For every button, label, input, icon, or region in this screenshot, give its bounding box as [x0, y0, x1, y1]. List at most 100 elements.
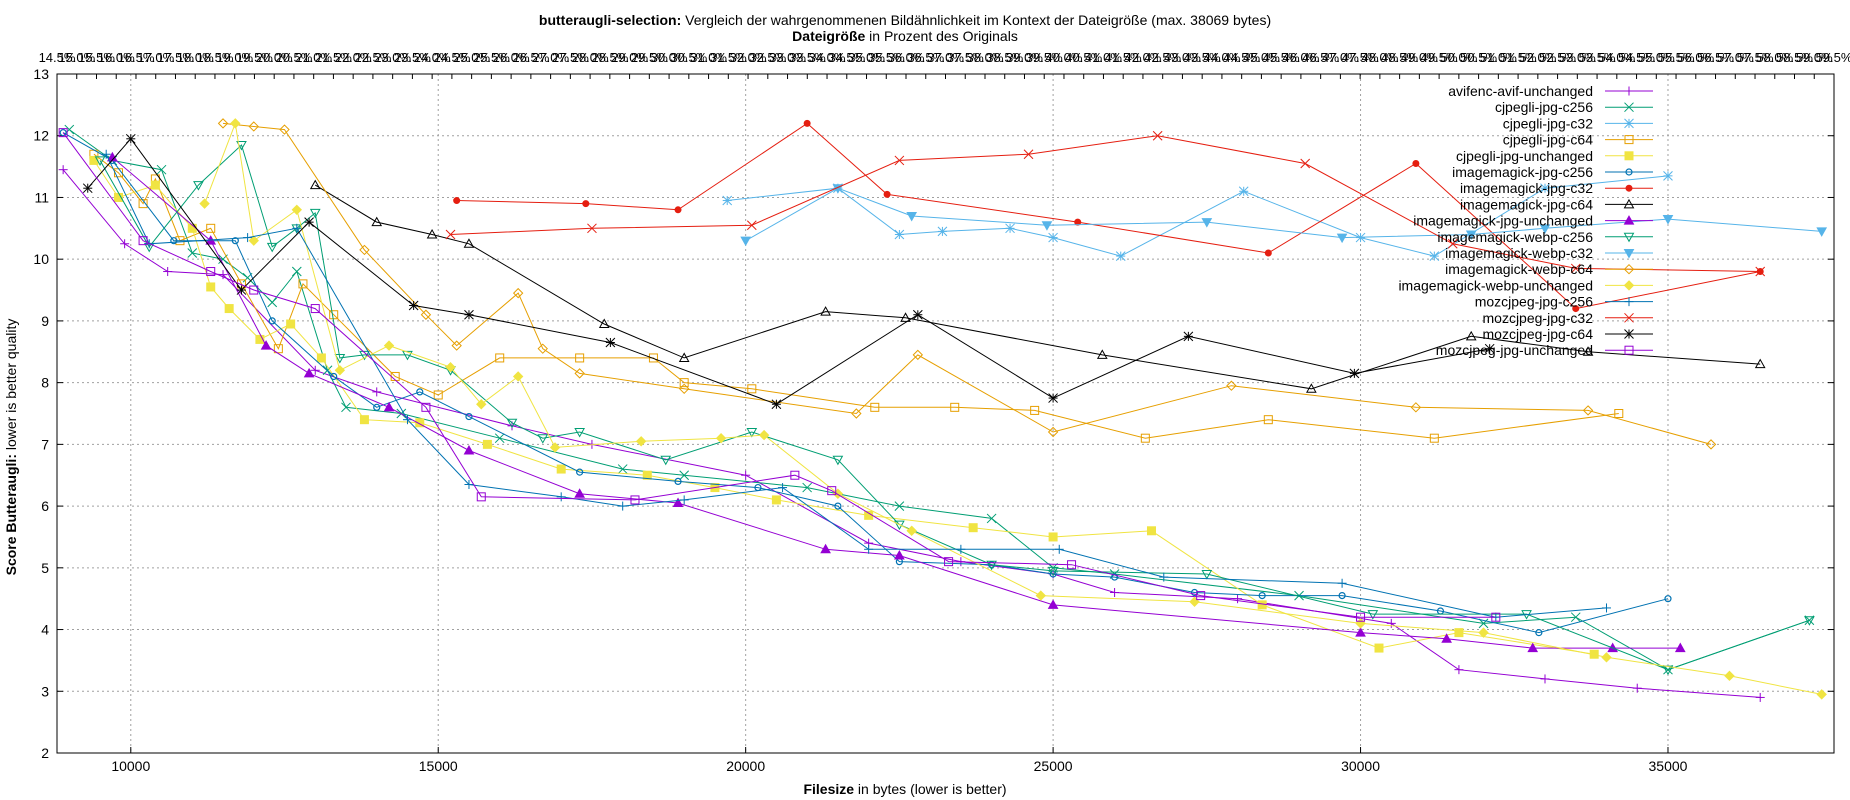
data-point — [1662, 215, 1674, 225]
data-point — [556, 492, 566, 502]
x2-tick-label: 50.5% — [1460, 50, 1497, 65]
data-point — [512, 287, 524, 299]
data-point — [576, 468, 584, 476]
data-point — [1429, 433, 1439, 443]
x2-tick-label: 52.5% — [1539, 50, 1576, 65]
x2-tick-label: 50.0% — [1440, 50, 1477, 65]
data-point — [1183, 331, 1194, 342]
x2-tick-label: 16.0% — [98, 50, 135, 65]
data-point — [1623, 198, 1635, 209]
x2-tick-label: 58.0% — [1756, 50, 1793, 65]
data-point — [778, 483, 788, 493]
x2-tick-label: 35.0% — [848, 50, 885, 65]
x2-tick-label: 58.5% — [1776, 50, 1813, 65]
data-point — [883, 190, 891, 198]
data-point — [741, 470, 751, 480]
data-point — [433, 390, 443, 400]
x2-tick-label: 15.5% — [78, 50, 115, 65]
data-point — [870, 402, 880, 412]
data-point — [722, 195, 733, 206]
data-point — [359, 350, 370, 361]
x2-tick-label: 34.5% — [828, 50, 865, 65]
x2-tick-label: 44.0% — [1203, 50, 1240, 65]
data-point — [1572, 305, 1580, 313]
data-point — [1570, 612, 1581, 623]
data-point — [574, 428, 586, 438]
data-point — [495, 353, 505, 363]
series-line — [93, 160, 1595, 655]
data-point — [937, 226, 948, 237]
data-point — [1582, 346, 1594, 356]
data-point — [329, 310, 339, 320]
data-point — [292, 223, 302, 233]
x2-tick-label: 24.0% — [414, 50, 451, 65]
data-point — [1624, 345, 1634, 355]
x2-tick-label: 33.5% — [789, 50, 826, 65]
data-point — [248, 235, 259, 246]
data-point — [1336, 233, 1348, 244]
data-point — [1527, 642, 1539, 653]
data-point — [1305, 383, 1317, 393]
data-point — [1623, 215, 1635, 225]
series-line — [62, 132, 1669, 634]
data-point — [273, 344, 283, 354]
data-point — [1410, 402, 1422, 413]
data-point — [582, 200, 590, 208]
data-point — [1755, 692, 1765, 702]
data-point — [1047, 566, 1059, 577]
x2-tick-label: 49.0% — [1401, 50, 1438, 65]
x2-tick-label: 30.0% — [651, 50, 688, 65]
data-point — [648, 353, 658, 363]
data-point — [1258, 591, 1266, 600]
series-line — [450, 135, 1761, 272]
legend-label: imagemagick-webp-c256 — [1437, 229, 1593, 245]
data-point — [1152, 130, 1163, 141]
series-mozcjpeg-jpg-c32 — [445, 130, 1766, 277]
x2-tick-label: 24.5% — [433, 50, 470, 65]
x2-tick-label: 23.0% — [374, 50, 411, 65]
x2-tick-label: 32.0% — [730, 50, 767, 65]
x2-tick-label: 36.5% — [907, 50, 944, 65]
data-point — [1429, 251, 1440, 261]
data-point — [248, 121, 259, 132]
data-point — [206, 267, 216, 277]
data-point — [1355, 627, 1366, 637]
data-point — [310, 304, 320, 314]
data-point — [1674, 642, 1686, 653]
series-imagemagick-jpg-c64 — [309, 179, 1766, 393]
data-point — [986, 513, 997, 524]
data-point — [1623, 232, 1635, 243]
data-point — [1035, 590, 1047, 601]
data-point — [1048, 532, 1058, 542]
series-line — [727, 175, 1669, 257]
data-point — [1624, 118, 1634, 129]
x2-tick-label: 17.0% — [137, 50, 174, 65]
data-point — [1663, 170, 1673, 181]
data-point — [463, 445, 475, 455]
x-tick-label: 20000 — [726, 758, 765, 774]
x2-tick-label: 41.0% — [1085, 50, 1122, 65]
legend-entry: cjpegli-jpg-c32 — [1503, 115, 1653, 131]
x2-tick-label: 38.5% — [986, 50, 1023, 65]
data-point — [900, 312, 911, 322]
legend-entry: mozcjpeg-jpg-c64 — [1483, 326, 1653, 342]
x2-tick-label: 22.5% — [354, 50, 391, 65]
legend-entry: imagemagick-jpg-c256 — [1452, 164, 1653, 180]
data-point — [1023, 149, 1034, 160]
data-point — [465, 412, 473, 421]
data-point — [834, 502, 842, 510]
data-point — [912, 309, 923, 320]
data-point — [255, 334, 265, 344]
y-tick-label: 6 — [41, 498, 49, 514]
y-tick-label: 11 — [34, 189, 49, 205]
data-point — [1048, 393, 1058, 403]
data-point — [1386, 618, 1396, 628]
data-point — [1337, 578, 1347, 588]
data-point — [334, 365, 346, 376]
x-tick-label: 30000 — [1341, 758, 1380, 774]
data-point — [206, 282, 216, 292]
data-point — [618, 501, 628, 511]
data-point — [679, 470, 690, 481]
legend-entry: cjpegli-jpg-c256 — [1495, 99, 1653, 115]
